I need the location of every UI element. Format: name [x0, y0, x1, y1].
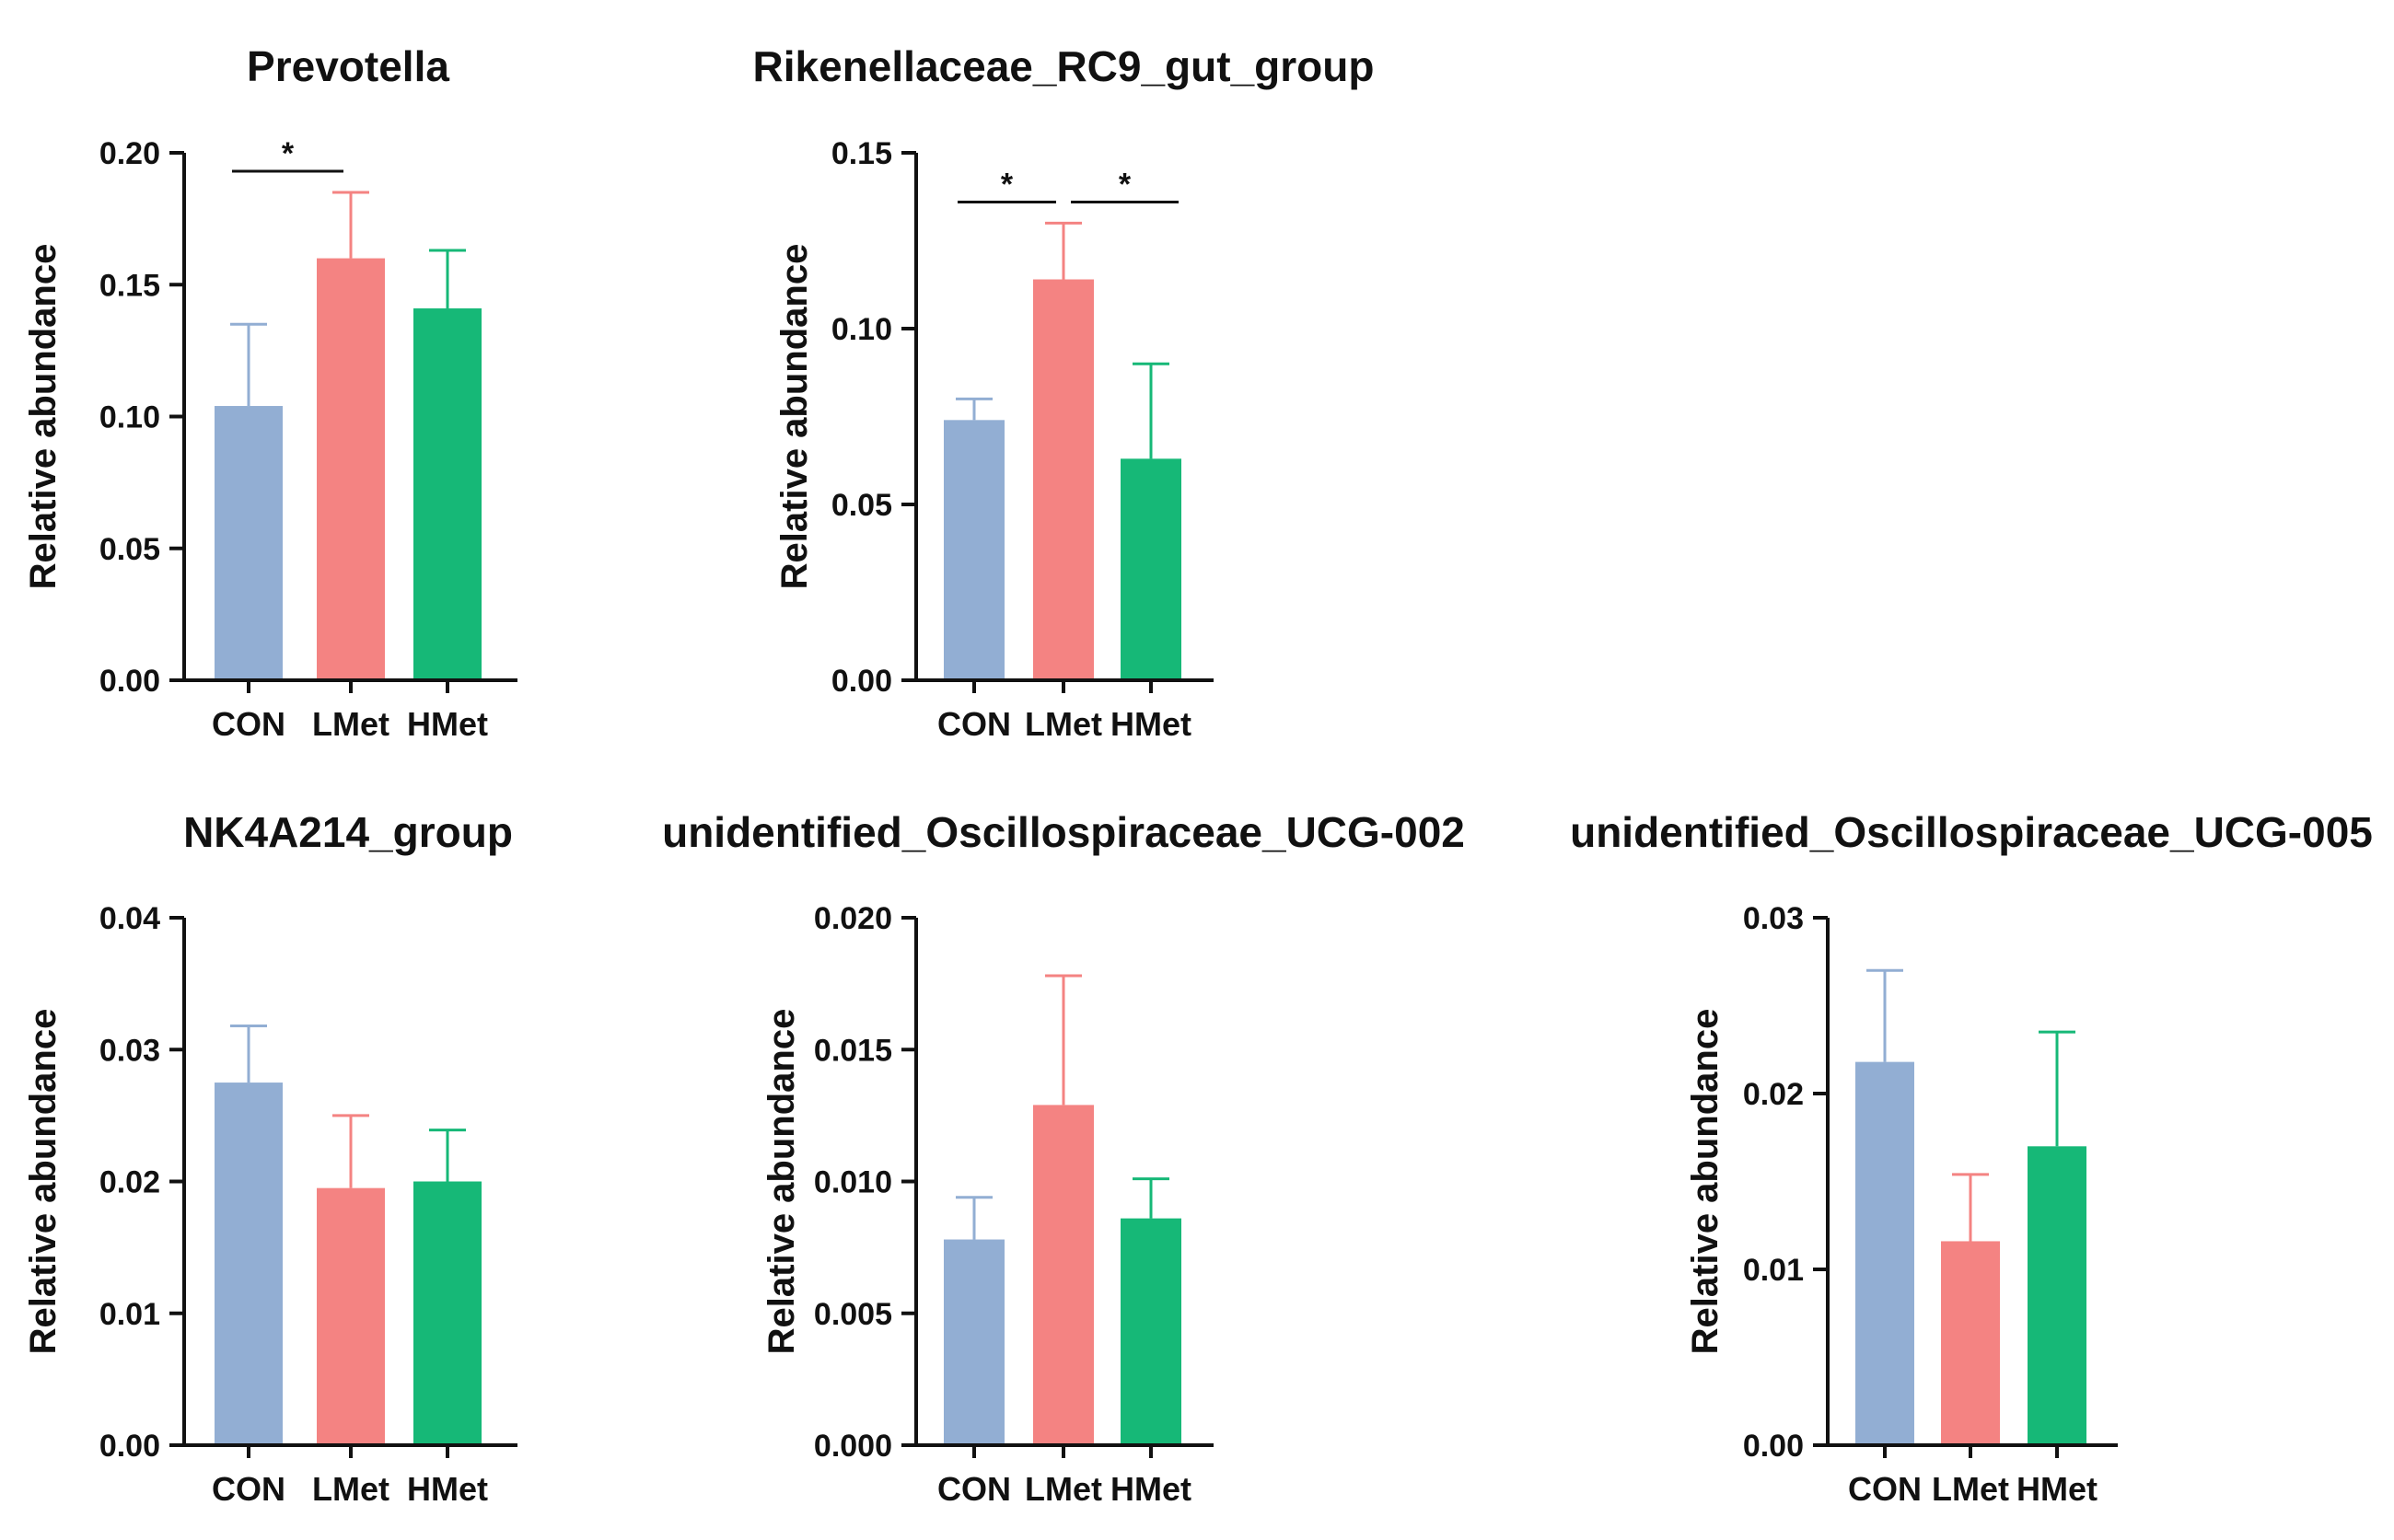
- category-label-hmet: HMet: [407, 1470, 488, 1508]
- y-tick-label: 0.10: [99, 400, 160, 435]
- y-tick-label: 0.020: [814, 901, 892, 936]
- y-tick-label: 0.03: [99, 1033, 160, 1068]
- y-tick-label: 0.05: [831, 488, 892, 523]
- category-label-hmet: HMet: [1110, 1470, 1191, 1508]
- category-label-con: CON: [1848, 1470, 1922, 1508]
- chart-panel-3: NK4A214_group Relative abundance CON LMet HM…: [23, 808, 517, 1508]
- y-axis-label: Relative abundance: [23, 244, 64, 590]
- chart-title: unidentified_Oscillospiraceae_UCG-005: [1570, 808, 2373, 856]
- bar-lmet: [317, 258, 385, 680]
- bar-con: [215, 1083, 283, 1445]
- bar-lmet: [1033, 279, 1094, 680]
- bar-hmet: [413, 1181, 482, 1445]
- category-label-lmet: LMet: [1025, 705, 1102, 743]
- category-label-lmet: LMet: [312, 1470, 389, 1508]
- y-tick-label: 0.15: [831, 136, 892, 171]
- category-label-con: CON: [212, 1470, 285, 1508]
- chart-panel-2: Rikenellaceae_RC9_gut_group Relative abun…: [753, 42, 1375, 743]
- chart-title: Rikenellaceae_RC9_gut_group: [753, 42, 1375, 90]
- bar-hmet: [1121, 458, 1181, 680]
- chart-title: unidentified_Oscillospiraceae_UCG-002: [662, 808, 1465, 856]
- y-tick-label: 0.02: [99, 1165, 160, 1200]
- y-tick-label: 0.000: [814, 1429, 892, 1464]
- chart-title: NK4A214_group: [183, 808, 513, 856]
- y-tick-label: 0.01: [99, 1297, 160, 1332]
- category-label-con: CON: [212, 705, 285, 743]
- y-tick-label: 0.05: [99, 532, 160, 567]
- category-label-lmet: LMet: [1932, 1470, 2009, 1508]
- significance-label: *: [1001, 167, 1014, 202]
- chart-title: Prevotella: [247, 42, 449, 90]
- bar-con: [215, 406, 283, 680]
- y-tick-label: 0.005: [814, 1297, 892, 1332]
- y-tick-label: 0.10: [831, 312, 892, 347]
- chart-panel-5: unidentified_Oscillospiraceae_UCG-005 Rel…: [1570, 808, 2373, 1508]
- category-label-lmet: LMet: [312, 705, 389, 743]
- category-label-con: CON: [937, 705, 1011, 743]
- y-axis-label: Relative abundance: [774, 244, 815, 590]
- y-tick-label: 0.02: [1743, 1077, 1804, 1112]
- chart-panel-4: unidentified_Oscillospiraceae_UCG-002 Rel…: [662, 808, 1465, 1508]
- y-tick-label: 0.015: [814, 1033, 892, 1068]
- category-label-con: CON: [937, 1470, 1011, 1508]
- bar-lmet: [317, 1187, 385, 1445]
- y-tick-label: 0.01: [1743, 1253, 1804, 1288]
- bar-con: [944, 420, 1005, 680]
- y-axis-label: Relative abundance: [1685, 1009, 1726, 1355]
- category-label-lmet: LMet: [1025, 1470, 1102, 1508]
- y-tick-label: 0.15: [99, 268, 160, 303]
- category-label-hmet: HMet: [2016, 1470, 2098, 1508]
- y-axis-label: Relative abundance: [23, 1009, 64, 1355]
- y-tick-label: 0.00: [99, 664, 160, 699]
- y-tick-label: 0.00: [99, 1429, 160, 1464]
- bar-con: [944, 1239, 1005, 1445]
- bar-lmet: [1941, 1241, 2000, 1445]
- bar-hmet: [1121, 1218, 1181, 1445]
- y-tick-label: 0.03: [1743, 901, 1804, 936]
- significance-label: *: [282, 136, 295, 171]
- bar-hmet: [413, 308, 482, 680]
- bar-con: [1855, 1061, 1914, 1445]
- bar-hmet: [2028, 1146, 2086, 1445]
- bar-lmet: [1033, 1105, 1094, 1445]
- y-axis-label: Relative abundance: [761, 1009, 802, 1355]
- y-tick-label: 0.04: [99, 901, 160, 936]
- chart-panel-1: Prevotella Relative abundance CON LMet HMet 0…: [23, 42, 517, 743]
- y-tick-label: 0.00: [1743, 1429, 1804, 1464]
- category-label-hmet: HMet: [407, 705, 488, 743]
- y-tick-label: 0.20: [99, 136, 160, 171]
- y-tick-label: 0.010: [814, 1165, 892, 1200]
- category-label-hmet: HMet: [1110, 705, 1191, 743]
- significance-label: *: [1119, 167, 1132, 202]
- y-tick-label: 0.00: [831, 664, 892, 699]
